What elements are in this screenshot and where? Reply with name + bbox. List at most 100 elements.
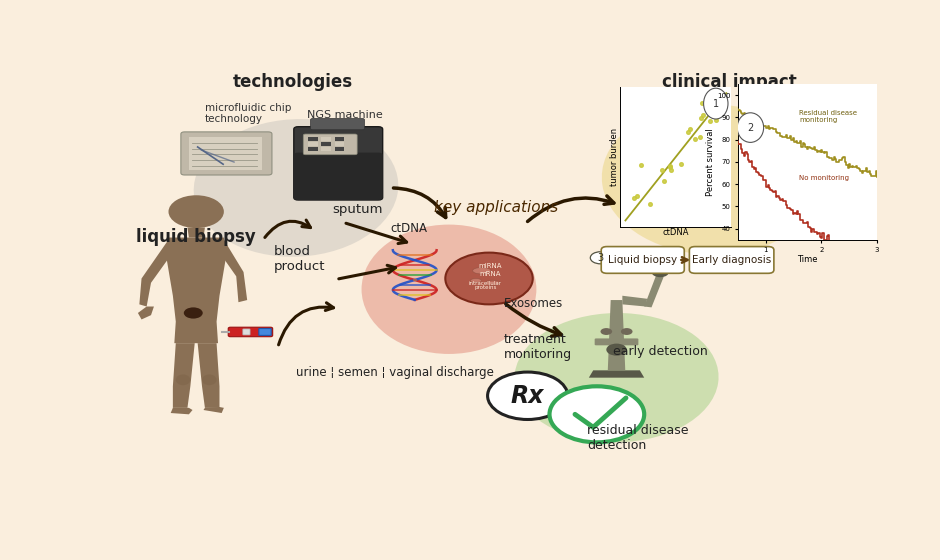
FancyBboxPatch shape	[689, 246, 774, 273]
Text: liquid biopsy: liquid biopsy	[135, 228, 256, 246]
FancyBboxPatch shape	[308, 147, 318, 151]
Ellipse shape	[202, 375, 216, 385]
FancyBboxPatch shape	[294, 127, 383, 200]
Circle shape	[446, 253, 533, 304]
Point	[630, 192, 645, 201]
Point	[663, 162, 678, 171]
FancyBboxPatch shape	[243, 329, 250, 335]
Point	[699, 95, 714, 104]
Point	[682, 125, 697, 134]
Text: sputum: sputum	[333, 203, 383, 216]
Polygon shape	[171, 408, 193, 414]
Point	[681, 127, 696, 136]
Point	[633, 160, 648, 169]
FancyBboxPatch shape	[308, 138, 318, 141]
Text: Early diagnosis: Early diagnosis	[692, 255, 771, 265]
FancyBboxPatch shape	[335, 147, 344, 151]
Polygon shape	[173, 343, 195, 408]
Text: 2: 2	[747, 123, 754, 133]
Point	[627, 194, 642, 203]
Polygon shape	[187, 227, 205, 237]
X-axis label: ctDNA: ctDNA	[663, 228, 689, 237]
Text: key applications: key applications	[434, 200, 558, 214]
FancyBboxPatch shape	[321, 142, 331, 146]
Point	[654, 166, 669, 175]
Circle shape	[621, 328, 633, 335]
Text: treatment
monitoring: treatment monitoring	[504, 333, 572, 361]
Point	[709, 115, 724, 124]
Ellipse shape	[362, 225, 537, 354]
Text: 1: 1	[713, 99, 719, 109]
Point	[656, 176, 671, 185]
Text: intracellular: intracellular	[469, 281, 502, 286]
Circle shape	[550, 386, 644, 442]
Ellipse shape	[473, 268, 491, 274]
Text: Liquid biopsy: Liquid biopsy	[608, 255, 678, 265]
Polygon shape	[138, 306, 154, 319]
Point	[663, 161, 678, 170]
Circle shape	[606, 344, 627, 356]
Ellipse shape	[602, 104, 821, 255]
FancyBboxPatch shape	[189, 137, 261, 170]
FancyBboxPatch shape	[304, 134, 357, 155]
Polygon shape	[203, 407, 224, 413]
Point	[674, 160, 689, 169]
Polygon shape	[197, 343, 220, 408]
Point	[702, 116, 717, 125]
Circle shape	[184, 307, 203, 319]
FancyBboxPatch shape	[308, 142, 318, 146]
Text: NGS machine: NGS machine	[306, 110, 383, 120]
Point	[687, 134, 702, 143]
Text: mRNA: mRNA	[479, 272, 501, 277]
Polygon shape	[644, 274, 664, 307]
Text: Rx: Rx	[511, 384, 544, 408]
X-axis label: Time: Time	[797, 255, 818, 264]
Text: proteins: proteins	[474, 285, 496, 290]
Text: residual disease
detection: residual disease detection	[588, 424, 689, 452]
Polygon shape	[588, 370, 644, 377]
FancyBboxPatch shape	[310, 119, 365, 130]
Circle shape	[601, 328, 612, 335]
FancyBboxPatch shape	[335, 142, 344, 146]
Polygon shape	[622, 296, 647, 306]
Text: technologies: technologies	[232, 73, 352, 91]
Y-axis label: tumor burden: tumor burden	[610, 128, 619, 186]
Text: No monitoring: No monitoring	[799, 175, 849, 181]
Point	[696, 111, 711, 120]
Circle shape	[168, 195, 224, 228]
Text: Exosomes: Exosomes	[504, 296, 563, 310]
Point	[642, 199, 657, 208]
FancyBboxPatch shape	[258, 329, 272, 335]
Text: clinical impact: clinical impact	[662, 73, 797, 91]
Text: 3: 3	[598, 253, 603, 263]
Ellipse shape	[485, 280, 500, 286]
Polygon shape	[165, 237, 227, 343]
FancyBboxPatch shape	[321, 147, 331, 151]
Text: miRNA: miRNA	[478, 263, 502, 269]
Ellipse shape	[514, 313, 718, 442]
FancyBboxPatch shape	[321, 138, 331, 141]
FancyBboxPatch shape	[602, 246, 684, 273]
Text: early detection: early detection	[613, 346, 708, 358]
Text: ctDNA: ctDNA	[391, 222, 428, 235]
Polygon shape	[216, 240, 247, 302]
Ellipse shape	[194, 119, 399, 257]
Polygon shape	[139, 240, 176, 306]
Ellipse shape	[176, 375, 190, 385]
Text: urine ¦ semen ¦ vaginal discharge: urine ¦ semen ¦ vaginal discharge	[296, 366, 494, 379]
Text: Residual disease
monitoring: Residual disease monitoring	[799, 110, 857, 123]
Circle shape	[737, 113, 763, 142]
Point	[695, 99, 710, 108]
FancyBboxPatch shape	[335, 138, 344, 141]
Text: microfluidic chip
technology: microfluidic chip technology	[205, 103, 291, 124]
Text: blood
product: blood product	[274, 245, 325, 273]
FancyBboxPatch shape	[228, 327, 273, 337]
Point	[713, 89, 728, 98]
FancyBboxPatch shape	[595, 338, 638, 346]
Point	[664, 165, 679, 174]
Ellipse shape	[470, 278, 481, 283]
Polygon shape	[608, 300, 625, 370]
Point	[693, 133, 708, 142]
Point	[693, 114, 708, 123]
Circle shape	[703, 88, 728, 119]
